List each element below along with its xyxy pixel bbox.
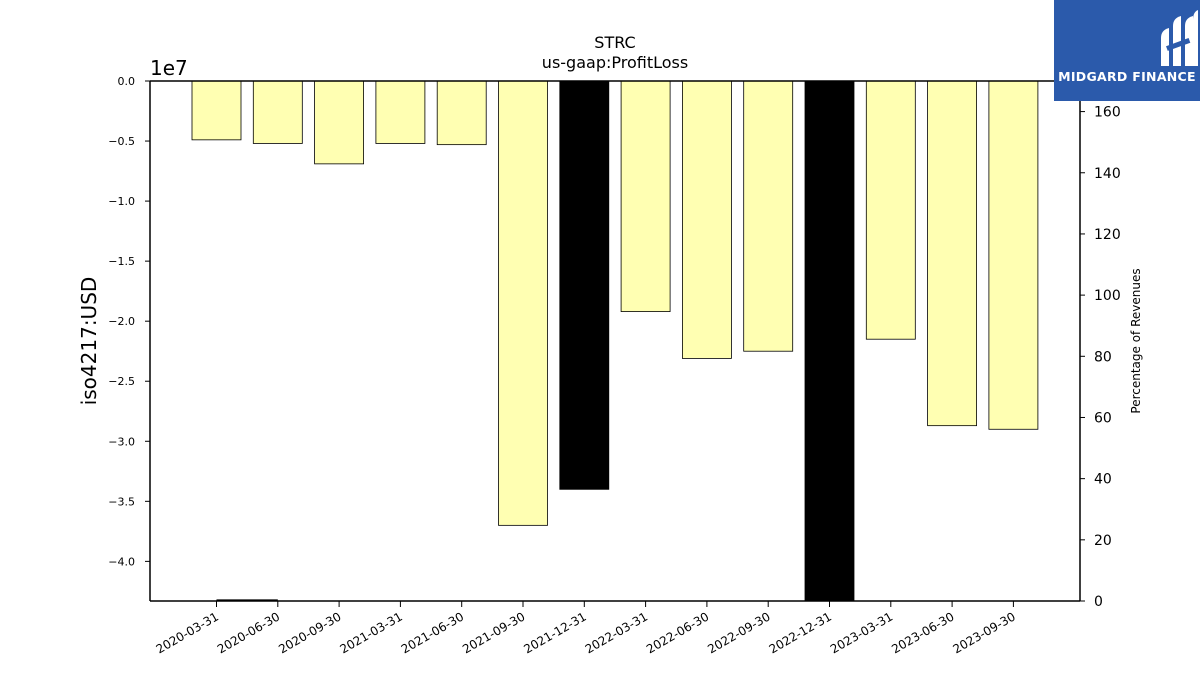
midgard-finance-logo: MIDGARD FINANCE xyxy=(1054,0,1200,101)
y-tick-label: −3.0 xyxy=(108,435,135,448)
x-tick-label: 2020-06-30 xyxy=(215,609,282,656)
y2-tick-label: 0 xyxy=(1094,594,1103,610)
y-tick-label: −3.5 xyxy=(108,495,135,508)
y2-tick-label: 100 xyxy=(1094,288,1121,304)
bar xyxy=(314,80,365,165)
bar xyxy=(436,80,487,146)
y2-axis-label: Percentage of Revenues xyxy=(1129,268,1143,413)
bar xyxy=(498,80,548,526)
y-tick-label: −4.0 xyxy=(108,555,135,568)
bar xyxy=(865,80,916,340)
x-tick-label: 2022-06-30 xyxy=(644,609,711,656)
y2-tick-label: 20 xyxy=(1094,533,1112,549)
logo-text: MIDGARD FINANCE xyxy=(1058,69,1196,84)
y2-tick-label: 160 xyxy=(1094,105,1121,121)
x-tick-label: 2022-12-31 xyxy=(767,609,834,656)
y-axis-label: iso4217:USD xyxy=(77,277,101,406)
x-tick-label: 2023-06-30 xyxy=(889,609,956,656)
y2-tick-label: 120 xyxy=(1094,227,1121,243)
y-tick-label: −1.5 xyxy=(108,255,135,268)
bar xyxy=(252,80,303,144)
bar xyxy=(682,80,732,359)
y2-tick-label: 140 xyxy=(1094,166,1121,182)
y2-tick-label: 80 xyxy=(1094,349,1112,365)
bar xyxy=(375,80,426,144)
x-tick-label: 2022-09-30 xyxy=(705,609,772,656)
x-tick-label: 2020-09-30 xyxy=(276,609,343,656)
x-tick-label: 2022-03-31 xyxy=(583,609,650,656)
x-tick-label: 2020-03-31 xyxy=(154,609,221,656)
y-offset-text: 1e7 xyxy=(150,56,188,80)
x-tick-label: 2021-03-31 xyxy=(337,609,404,656)
y2-tick-label: 60 xyxy=(1094,410,1112,426)
chart-title: STRC xyxy=(594,33,635,52)
bar xyxy=(804,80,855,602)
bar xyxy=(191,80,242,141)
chart-subtitle: us-gaap:ProfitLoss xyxy=(542,53,688,72)
bar xyxy=(927,80,977,427)
y-tick-label: −0.5 xyxy=(108,135,135,148)
bar xyxy=(620,80,671,312)
x-tick-label: 2021-06-30 xyxy=(399,609,466,656)
bar xyxy=(559,80,610,490)
y-tick-label: −1.0 xyxy=(108,195,135,208)
x-tick-label: 2021-09-30 xyxy=(460,609,527,656)
x-tick-label: 2023-03-31 xyxy=(828,609,895,656)
y-tick-label: −2.5 xyxy=(108,375,135,388)
midgard-logo-icon xyxy=(1161,10,1198,66)
y-tick-label: −2.0 xyxy=(108,315,135,328)
y2-tick-label: 40 xyxy=(1094,472,1112,488)
y-tick-label: 0.0 xyxy=(118,75,136,88)
x-tick-label: 2023-09-30 xyxy=(950,609,1017,656)
x-tick-label: 2021-12-31 xyxy=(521,609,588,656)
bar xyxy=(988,80,1039,430)
bar xyxy=(743,80,794,352)
